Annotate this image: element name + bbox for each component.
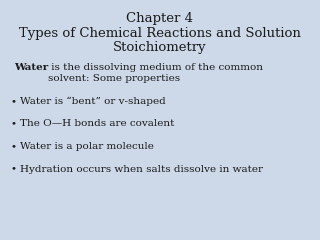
Text: Water is a polar molecule: Water is a polar molecule: [20, 142, 154, 151]
Text: Stoichiometry: Stoichiometry: [113, 41, 207, 54]
Text: •: •: [10, 164, 16, 174]
Text: Chapter 4: Chapter 4: [126, 12, 194, 25]
Text: •: •: [10, 142, 16, 151]
Text: •: •: [10, 120, 16, 128]
Text: is the dissolving medium of the common
solvent: Some properties: is the dissolving medium of the common s…: [48, 63, 263, 84]
Text: The O—H bonds are covalent: The O—H bonds are covalent: [20, 120, 174, 128]
Text: Water is “bent” or v-shaped: Water is “bent” or v-shaped: [20, 97, 166, 106]
Text: •: •: [10, 97, 16, 106]
Text: Water: Water: [14, 63, 48, 72]
Text: Types of Chemical Reactions and Solution: Types of Chemical Reactions and Solution: [19, 27, 301, 40]
Text: Hydration occurs when salts dissolve in water: Hydration occurs when salts dissolve in …: [20, 164, 263, 174]
